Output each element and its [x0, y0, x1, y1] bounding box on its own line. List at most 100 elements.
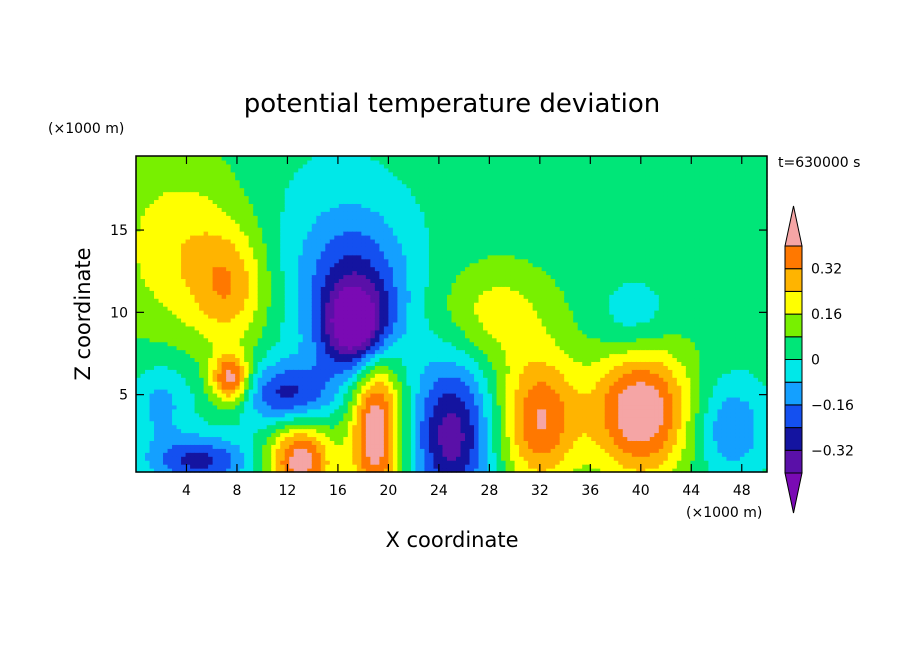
contour-cell: [293, 341, 299, 347]
contour-cell: [266, 254, 272, 260]
contour-cell: [311, 389, 317, 394]
contour-cell: [320, 385, 326, 390]
contour-cell: [248, 310, 254, 315]
contour-cell: [158, 250, 164, 256]
contour-cell: [356, 389, 362, 394]
contour-cell: [136, 436, 142, 441]
contour-cell: [176, 381, 182, 386]
contour-cell: [203, 432, 209, 438]
contour-cell: [172, 389, 178, 394]
contour-cell: [320, 333, 326, 339]
contour-cell: [356, 416, 362, 422]
contour-cell: [406, 274, 412, 280]
contour-cell: [338, 290, 344, 295]
contour-cell: [163, 381, 169, 386]
contour-cell: [239, 258, 245, 264]
contour-cell: [383, 274, 389, 280]
contour-cell: [316, 369, 322, 374]
contour-cell: [343, 444, 349, 449]
contour-cell: [302, 298, 308, 303]
contour-cell: [158, 325, 164, 331]
contour-cell: [289, 468, 295, 473]
contour-cell: [388, 345, 394, 351]
contour-cell: [262, 424, 268, 430]
contour-cell: [271, 321, 277, 327]
contour-cell: [329, 381, 335, 386]
contour-cell: [199, 468, 205, 473]
contour-cell: [212, 215, 218, 220]
contour-cell: [374, 258, 380, 264]
contour-cell: [388, 270, 394, 276]
contour-cell: [185, 203, 191, 208]
contour-cell: [401, 183, 408, 189]
contour-cell: [307, 456, 313, 461]
contour-cell: [163, 294, 169, 299]
contour-cell: [338, 325, 344, 331]
contour-cell: [410, 345, 417, 351]
contour-cell: [298, 321, 304, 327]
contour-cell: [401, 393, 408, 398]
contour-cell: [199, 436, 205, 441]
contour-cell: [167, 294, 173, 299]
contour-cell: [172, 314, 178, 319]
contour-cell: [388, 365, 394, 370]
contour-cell: [379, 361, 385, 366]
contour-cell: [307, 385, 313, 390]
contour-cell: [397, 314, 403, 319]
contour-cell: [410, 227, 417, 232]
contour-cell: [149, 452, 155, 457]
contour-cell: [307, 337, 313, 343]
contour-cell: [235, 456, 241, 461]
contour-cell: [320, 321, 326, 327]
contour-cell: [316, 231, 322, 236]
contour-cell: [379, 191, 385, 197]
contour-cell: [343, 341, 349, 347]
contour-cell: [253, 246, 259, 252]
contour-cell: [392, 408, 399, 414]
contour-cell: [280, 242, 286, 248]
contour-cell: [136, 333, 142, 339]
contour-cell: [199, 302, 205, 307]
contour-cell: [347, 385, 353, 390]
contour-cell: [352, 270, 358, 276]
contour-cell: [257, 396, 263, 402]
contour-cell: [334, 223, 340, 228]
contour-cell: [140, 254, 146, 260]
contour-cell: [293, 159, 299, 165]
contour-cell: [298, 420, 304, 426]
contour-cell: [149, 436, 155, 441]
contour-cell: [365, 266, 371, 272]
contour-cell: [154, 242, 160, 248]
contour-cell: [221, 306, 227, 311]
contour-cell: [334, 373, 340, 378]
contour-cell: [185, 389, 191, 394]
contour-cell: [212, 317, 218, 323]
contour-cell: [361, 238, 367, 244]
contour-cell: [302, 373, 308, 378]
contour-cell: [221, 254, 227, 260]
contour-cell: [149, 314, 155, 319]
contour-cell: [140, 381, 146, 386]
contour-cell: [397, 274, 403, 280]
contour-cell: [325, 207, 331, 212]
contour-cell: [145, 302, 151, 307]
contour-cell: [190, 432, 196, 438]
contour-cell: [244, 227, 250, 232]
contour-cell: [365, 246, 371, 252]
contour-cell: [140, 290, 146, 295]
contour-cell: [334, 179, 340, 185]
contour-cell: [343, 404, 349, 410]
contour-cell: [329, 254, 335, 260]
contour-cell: [230, 404, 236, 410]
contour-cell: [320, 163, 326, 169]
contour-cell: [361, 227, 367, 232]
contour-cell: [401, 286, 408, 291]
contour-cell: [383, 341, 389, 347]
contour-cell: [271, 219, 277, 224]
contour-cell: [208, 302, 214, 307]
contour-cell: [352, 294, 358, 299]
contour-cell: [343, 282, 349, 287]
contour-cell: [154, 191, 160, 197]
contour-cell: [163, 187, 169, 193]
contour-cell: [293, 317, 299, 323]
